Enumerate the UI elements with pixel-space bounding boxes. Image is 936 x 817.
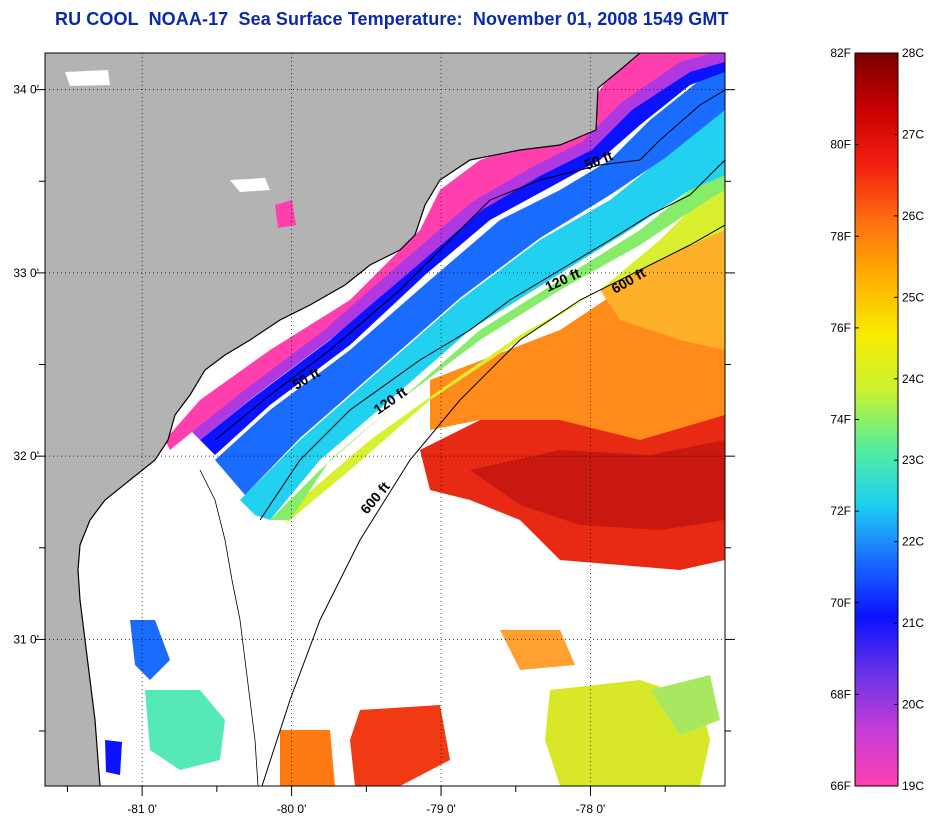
colorbar-c-label: 26C [902, 209, 924, 223]
inshore-patch-blue [130, 620, 170, 680]
colorbar-c-label: 21C [902, 616, 924, 630]
colorbar: 66F 68F 70F 72F 74F 76F 78F 80F 82F 19C 20C 21C 22C 2… [830, 46, 924, 793]
warm-patch-south-2 [280, 730, 335, 786]
land-mass [45, 53, 640, 786]
colorbar-f-label: 74F [830, 413, 851, 427]
contour-120ft [259, 159, 725, 521]
colorbar-gradient [854, 52, 899, 787]
x-tick-label: -81 0' [127, 802, 157, 816]
colorbar-c-label: 25C [902, 290, 924, 304]
colorbar-c-label: 22C [902, 535, 924, 549]
warm-patch-south-1 [350, 705, 450, 786]
colorbar-f-label: 66F [830, 779, 851, 793]
inland-lake-pink [275, 200, 296, 228]
shelf-water-deep-blue [200, 60, 725, 455]
colorbar-c-label: 27C [902, 127, 924, 141]
colorbar-f-label: 76F [830, 321, 851, 335]
y-tick-label: 33 0' [13, 266, 39, 280]
colorbar-c-label: 24C [902, 372, 924, 386]
colorbar-f-label: 78F [830, 229, 851, 243]
coastline [77, 53, 641, 786]
inshore-patch-blue-2 [105, 740, 122, 775]
graticule [45, 53, 725, 786]
colorbar-c-label: 28C [902, 46, 924, 60]
colorbar-labels: 66F 68F 70F 72F 74F 76F 78F 80F 82F 19C 20C 21C 22C 2… [830, 46, 924, 793]
map-title: RU COOL NOAA-17 Sea Surface Temperature:… [55, 9, 729, 29]
colorbar-c-label: 20C [902, 698, 924, 712]
shelf-water-blue [215, 70, 725, 495]
nearshore-water-violet [190, 53, 725, 440]
colorbar-f-label: 70F [830, 596, 851, 610]
warm-water-yellow [600, 230, 725, 350]
shelf-water-green [270, 170, 725, 520]
colorbar-c-label: 23C [902, 453, 924, 467]
sst-map [45, 53, 725, 786]
colorbar-f-label: 82F [830, 46, 851, 60]
contour-50ft [214, 89, 725, 441]
inland-lake-nw [65, 70, 110, 86]
colorbar-f-label: 80F [830, 138, 851, 152]
contour-600ft [261, 224, 725, 786]
green-patch-south-east [650, 675, 720, 735]
y-tick-label: 32 0' [13, 449, 39, 463]
warm-patch-south-3 [500, 630, 575, 670]
shelf-water-cyan [240, 110, 725, 520]
inshore-patch-cyan [145, 690, 225, 770]
colorbar-f-label: 68F [830, 687, 851, 701]
x-tick-label: -78 0' [576, 802, 606, 816]
axis-ticks: -81 0' -80 0' -79 0' -78 0' 31 0' 32 0' 33 0' 3… [13, 83, 735, 816]
inland-lake [230, 178, 270, 192]
colorbar-f-label: 72F [830, 504, 851, 518]
y-tick-label: 34 0' [13, 83, 39, 97]
warm-water-deep-red [470, 440, 725, 530]
colorbar-c-label: 19C [902, 779, 924, 793]
x-tick-label: -79 0' [426, 802, 456, 816]
x-tick-label: -80 0' [277, 802, 307, 816]
coastline-inner-marsh [199, 469, 259, 786]
map-frame [44, 52, 726, 787]
shelf-water-yellow [285, 185, 725, 525]
y-tick-label: 31 0' [13, 632, 39, 646]
